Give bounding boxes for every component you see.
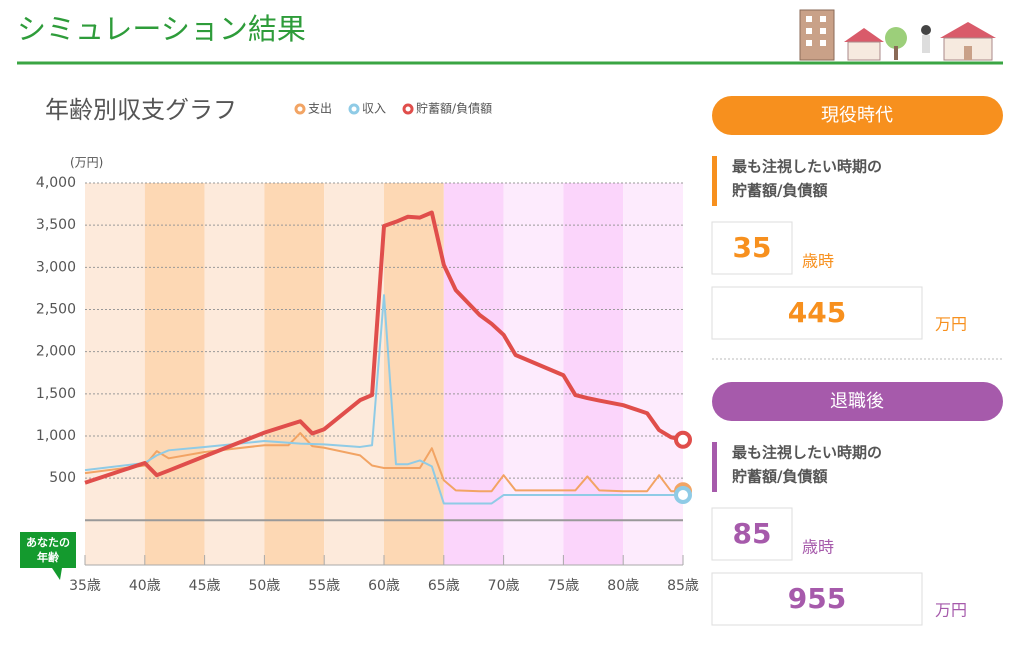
x-tick-label: 60歳 — [368, 578, 400, 594]
amount-value: 445 — [788, 296, 846, 329]
note-bar — [712, 442, 717, 492]
x-tick-label: 70歳 — [488, 578, 520, 594]
callout-box — [20, 532, 76, 568]
age-band — [264, 183, 325, 565]
age-band — [85, 183, 145, 565]
x-tick-label: 50歳 — [248, 578, 280, 594]
age-band — [204, 183, 265, 565]
legend-marker — [348, 103, 360, 115]
age-band — [144, 183, 205, 565]
note-bar — [712, 156, 717, 206]
callout-text: あなたの — [26, 536, 70, 549]
y-tick-label: 1,000 — [36, 428, 76, 444]
age-band — [563, 183, 624, 565]
end-marker — [674, 486, 692, 505]
end-marker — [674, 430, 692, 449]
page-title: シミュレーション結果 — [17, 12, 306, 46]
amount-value: 955 — [788, 582, 846, 615]
y-tick-label: 2,000 — [36, 344, 76, 360]
age-unit: 歳時 — [802, 538, 834, 557]
y-tick-label: 4,000 — [36, 175, 76, 191]
note-text: 貯蓄額/負債額 — [732, 468, 827, 486]
age-unit: 歳時 — [802, 252, 834, 271]
y-tick-label: 3,000 — [36, 259, 76, 275]
age-callout: あなたの 年齢 — [20, 532, 76, 580]
x-tick-label: 35歳 — [69, 578, 101, 594]
x-tick-label: 85歳 — [667, 578, 699, 594]
age-band — [623, 183, 683, 565]
legend-label: 支出 — [308, 102, 332, 116]
legend: 支出 収入 貯蓄額/負債額 — [294, 101, 492, 116]
amount-unit: 万円 — [935, 601, 967, 620]
series-line — [84, 432, 683, 493]
y-tick-label: 500 — [49, 470, 76, 486]
chart-title: 年齢別収支グラフ — [45, 96, 237, 124]
age-value: 35 — [733, 231, 772, 264]
legend-label: 貯蓄額/負債額 — [416, 101, 492, 116]
legend-marker — [294, 103, 306, 115]
callout-pointer — [52, 568, 62, 580]
series-line — [84, 210, 684, 485]
houses-illustration — [799, 9, 996, 61]
y-tick-label: 3,500 — [36, 217, 76, 233]
section-title: 現役時代 — [821, 105, 893, 126]
lines — [84, 210, 692, 505]
legend-marker — [402, 103, 414, 115]
age-value: 85 — [733, 517, 772, 550]
x-tick-label: 65歳 — [428, 578, 460, 594]
x-tick-label: 55歳 — [308, 578, 340, 594]
section-pill — [712, 382, 1003, 421]
note-text: 最も注視したい時期の — [732, 444, 882, 462]
age-band — [443, 183, 504, 565]
amount-unit: 万円 — [935, 315, 967, 334]
x-tick-label: 40歳 — [129, 578, 161, 594]
age-band — [503, 183, 564, 565]
callout-text: 年齢 — [37, 550, 60, 564]
y-tick-label: 1,500 — [36, 386, 76, 402]
x-tick-label: 45歳 — [189, 578, 221, 594]
section-pill — [712, 96, 1003, 135]
y-tick-label: 2,500 — [36, 301, 76, 317]
section-title: 退職後 — [830, 391, 884, 412]
age-box — [711, 507, 793, 561]
amount-box — [711, 572, 923, 626]
note-text: 貯蓄額/負債額 — [732, 182, 827, 200]
x-tick-label: 75歳 — [547, 578, 579, 594]
x-tick-label: 80歳 — [607, 578, 639, 594]
note-text: 最も注視したい時期の — [732, 158, 882, 176]
age-box — [711, 221, 793, 275]
amount-box — [711, 286, 923, 340]
age-band — [384, 183, 444, 565]
bands — [85, 183, 683, 565]
series-line — [84, 294, 683, 505]
y-unit: (万円) — [70, 156, 103, 170]
legend-label: 収入 — [362, 102, 386, 116]
grid: 500 1,000 1,500 2,000 2,500 3,000 3,500 4,000 35… — [36, 175, 699, 594]
